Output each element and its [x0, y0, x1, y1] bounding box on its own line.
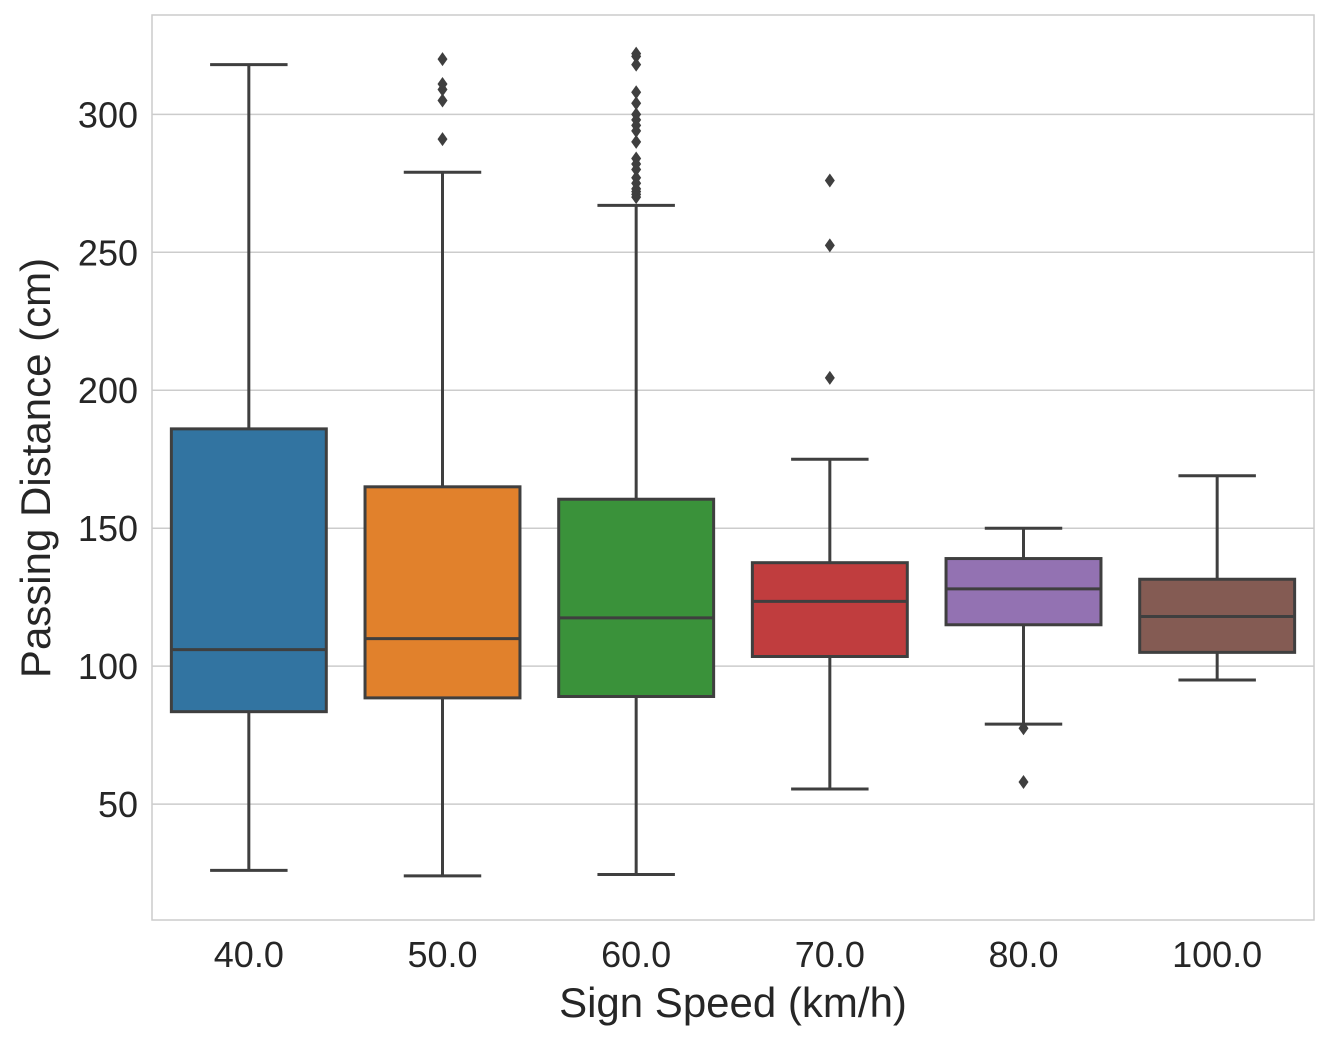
y-axis-label: Passing Distance (cm) [12, 258, 59, 678]
outlier-60.0-9 [631, 134, 642, 149]
x-tick-label-60.0: 60.0 [601, 934, 671, 975]
outlier-50.0-1 [437, 93, 448, 108]
outlier-60.0-18 [631, 46, 642, 61]
x-tick-label-50.0: 50.0 [407, 934, 477, 975]
boxes-group [169, 46, 1297, 878]
x-tick-label-100.0: 100.0 [1172, 934, 1262, 975]
y-tick-labels: 50 100 150 200 250 300 [78, 94, 138, 825]
box-group-40.0 [169, 63, 328, 872]
outlier-80.0-1 [1018, 721, 1029, 736]
box-group-80.0 [944, 526, 1103, 790]
y-tick-label-300: 300 [78, 94, 138, 135]
box-70.0 [750, 561, 909, 659]
box-40.0 [169, 427, 328, 714]
outlier-70.0-2 [824, 173, 835, 188]
x-tick-labels: 40.0 50.0 60.0 70.0 80.0 100.0 [214, 934, 1262, 975]
outlier-60.0-15 [631, 85, 642, 100]
box-group-70.0 [750, 173, 909, 791]
box-50.0 [363, 485, 522, 700]
outlier-60.0-8 [631, 151, 642, 166]
x-tick-label-80.0: 80.0 [988, 934, 1058, 975]
outlier-60.0-5 [631, 170, 642, 185]
box-group-60.0 [557, 46, 716, 876]
x-tick-label-40.0: 40.0 [214, 934, 284, 975]
box-group-100.0 [1138, 474, 1297, 682]
outlier-50.0-3 [437, 76, 448, 91]
outlier-70.0-0 [824, 370, 835, 385]
outlier-60.0-14 [631, 96, 642, 111]
box-60.0 [557, 497, 716, 699]
plot-frame [151, 14, 1315, 921]
x-tick-label-70.0: 70.0 [795, 934, 865, 975]
outlier-60.0-13 [631, 107, 642, 122]
box-group-50.0 [363, 52, 522, 878]
outlier-50.0-0 [437, 132, 448, 147]
grid-lines [152, 113, 1314, 805]
box-80.0 [944, 557, 1103, 627]
y-tick-label-200: 200 [78, 370, 138, 411]
x-axis-label: Sign Speed (km/h) [559, 979, 907, 1026]
y-tick-label-150: 150 [78, 508, 138, 549]
y-tick-label-100: 100 [78, 646, 138, 687]
outlier-70.0-1 [824, 238, 835, 253]
outlier-50.0-4 [437, 52, 448, 67]
y-tick-label-50: 50 [98, 784, 138, 825]
outlier-80.0-0 [1018, 775, 1029, 790]
outlier-60.0-16 [631, 57, 642, 72]
y-tick-label-250: 250 [78, 232, 138, 273]
